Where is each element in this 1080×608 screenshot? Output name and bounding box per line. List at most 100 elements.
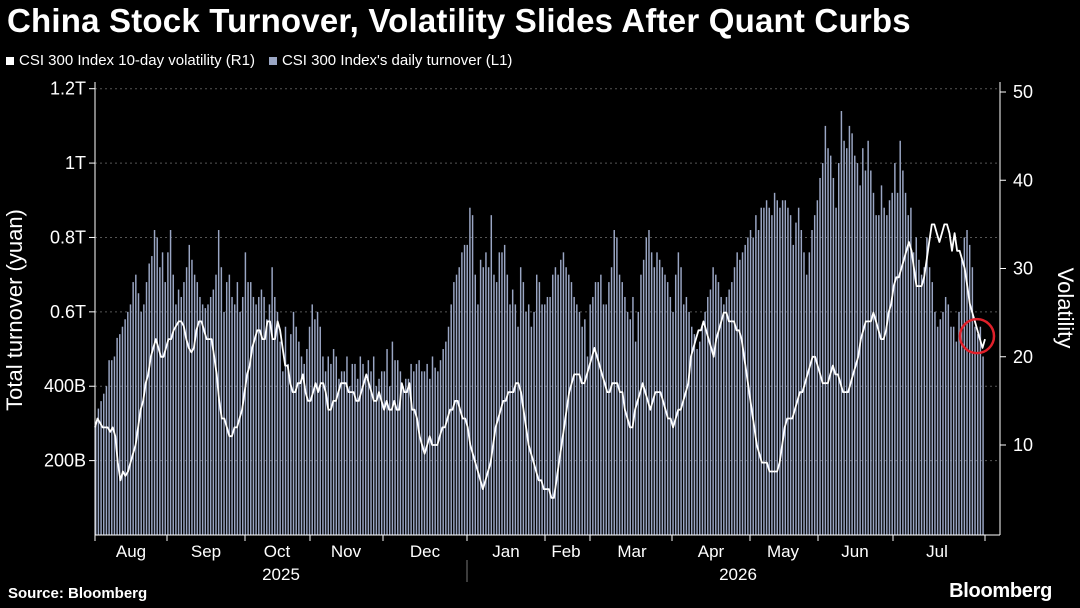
turnover-bar <box>899 140 901 535</box>
turnover-bar <box>744 244 746 535</box>
turnover-bar <box>757 230 760 535</box>
turnover-bar <box>573 296 575 535</box>
turnover-bar <box>124 319 126 535</box>
turnover-bar <box>306 349 308 535</box>
month-label: Mar <box>617 542 647 561</box>
turnover-bar <box>672 311 674 535</box>
turnover-bar <box>616 237 618 535</box>
turnover-bar <box>915 237 917 535</box>
turnover-bar <box>821 163 824 535</box>
legend-item-volatility: CSI 300 Index 10-day volatility (R1) <box>6 52 255 69</box>
turnover-bar <box>477 304 479 535</box>
turnover-bar <box>621 282 623 535</box>
turnover-bar <box>960 259 963 535</box>
turnover-bar <box>781 200 784 535</box>
turnover-bar <box>701 326 704 535</box>
turnover-bar <box>330 363 332 535</box>
turnover-bar <box>319 326 321 535</box>
turnover-bar <box>212 289 215 535</box>
turnover-bar <box>482 267 485 535</box>
turnover-bar <box>220 267 223 535</box>
turnover-bar <box>271 267 273 535</box>
turnover-bar <box>111 360 113 535</box>
turnover-bar <box>447 326 450 535</box>
turnover-bar <box>533 311 535 535</box>
turnover-bar <box>295 326 297 535</box>
turnover-bar <box>819 177 821 535</box>
turnover-bar <box>760 207 762 535</box>
turnover-bar <box>963 237 966 535</box>
turnover-bar <box>263 296 265 535</box>
turnover-bar <box>755 215 757 535</box>
turnover-bar <box>832 177 835 535</box>
turnover-bar <box>840 111 843 535</box>
turnover-bar <box>421 371 423 535</box>
turnover-bar <box>108 360 110 535</box>
turnover-bar <box>172 274 174 535</box>
turnover-bar <box>637 311 640 535</box>
turnover-bar <box>511 289 514 535</box>
turnover-bar <box>626 311 629 535</box>
right-axis-title: Volatility <box>1053 268 1078 349</box>
right-tick-label: 30 <box>1013 259 1033 279</box>
turnover-bar <box>407 378 410 535</box>
turnover-bar <box>699 341 701 535</box>
turnover-bar <box>888 200 891 535</box>
turnover-bar <box>838 163 840 535</box>
turnover-bar <box>215 274 217 535</box>
highlight-circle <box>958 317 996 355</box>
chart-title: China Stock Turnover, Volatility Slides … <box>7 2 911 39</box>
turnover-bar <box>161 252 164 535</box>
turnover-bar <box>880 185 883 535</box>
turnover-bar <box>258 296 260 535</box>
turnover-bar <box>185 267 188 535</box>
month-label: Jul <box>926 542 948 561</box>
turnover-bar <box>728 289 730 535</box>
turnover-bar <box>148 263 150 535</box>
month-label: Oct <box>264 542 291 561</box>
turnover-bar <box>375 386 378 535</box>
turnover-bar <box>867 140 869 535</box>
turnover-bar <box>236 282 239 535</box>
turnover-bar <box>576 304 578 535</box>
turnover-bar <box>103 393 105 535</box>
turnover-bar <box>223 311 225 535</box>
turnover-bar <box>934 311 936 535</box>
month-label: May <box>767 542 800 561</box>
turnover-bar <box>779 207 781 535</box>
turnover-bar <box>602 304 605 535</box>
turnover-bar <box>971 267 974 535</box>
turnover-bar <box>370 371 372 535</box>
turnover-bar <box>656 252 658 535</box>
turnover-bar <box>199 296 201 535</box>
turnover-bar <box>284 326 287 535</box>
turnover-bar <box>413 371 415 535</box>
legend-item-turnover: CSI 300 Index's daily turnover (L1) <box>268 52 512 69</box>
turnover-swatch <box>268 56 277 65</box>
turnover-bar <box>891 192 893 535</box>
turnover-bar <box>784 200 787 535</box>
turnover-bar <box>191 259 193 535</box>
turnover-bar <box>669 296 672 535</box>
turnover-bar <box>495 282 498 535</box>
turnover-bar <box>338 378 340 535</box>
turnover-bar <box>450 304 452 535</box>
left-axis-title: Total turnover (yuan) <box>2 209 27 411</box>
turnover-bar <box>415 363 418 535</box>
turnover-bar <box>506 274 509 535</box>
turnover-bar <box>479 259 482 535</box>
turnover-bar <box>805 274 808 535</box>
turnover-bar <box>274 296 276 535</box>
turnover-bar <box>383 371 386 535</box>
turnover-bar <box>763 207 765 535</box>
turnover-bar <box>720 296 722 535</box>
turnover-bar <box>864 170 867 535</box>
turnover-bar <box>324 371 327 535</box>
turnover-bar <box>846 148 848 535</box>
turnover-bar <box>266 319 268 535</box>
turnover-bar <box>725 296 728 535</box>
turnover-bar <box>116 337 118 535</box>
turnover-bar <box>314 319 316 535</box>
month-label: Sep <box>191 542 221 561</box>
turnover-bar <box>731 282 733 535</box>
